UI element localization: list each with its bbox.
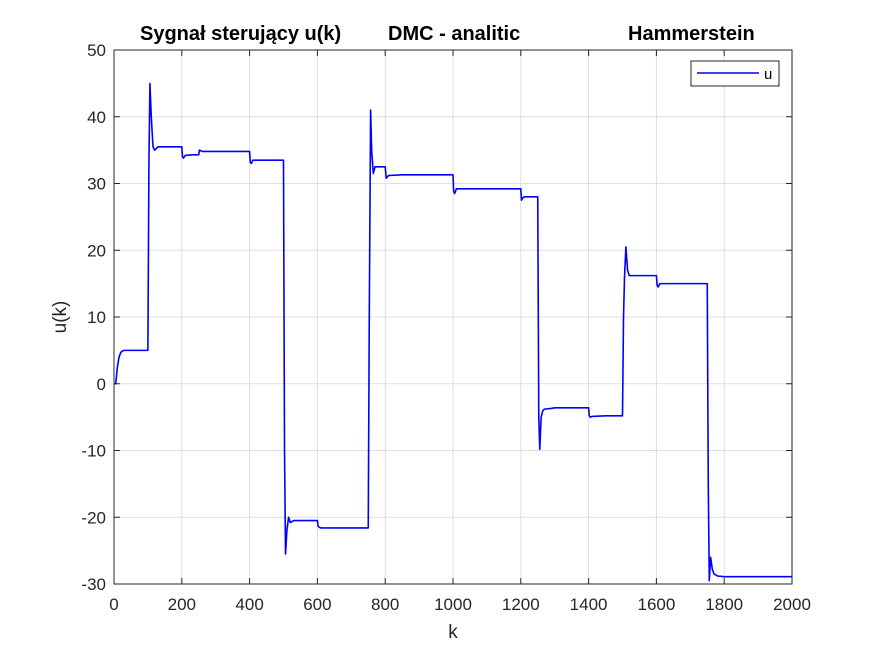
y-tick-label: 10 bbox=[87, 308, 106, 327]
x-tick-label: 1000 bbox=[434, 595, 472, 614]
y-tick-label: -20 bbox=[81, 508, 106, 527]
x-tick-label: 1600 bbox=[637, 595, 675, 614]
y-tick-label: 20 bbox=[87, 241, 106, 260]
x-tick-label: 1200 bbox=[502, 595, 540, 614]
chart-title-signal: Sygnał sterujący u(k) bbox=[140, 23, 341, 45]
series-line-u bbox=[114, 82, 792, 582]
y-axis-label: u(k) bbox=[50, 301, 71, 334]
plot-box bbox=[113, 49, 793, 585]
y-tick-label: -30 bbox=[81, 575, 106, 594]
y-tick-label: 50 bbox=[87, 41, 106, 60]
y-tick-label: -10 bbox=[81, 442, 106, 461]
x-tick-label: 600 bbox=[303, 595, 331, 614]
tick-labels: 0 200 400 600 800 1000 1200 1400 1600 1800 2000-30… bbox=[81, 41, 810, 614]
legend-label-u: u bbox=[764, 66, 772, 83]
chart-title-method: DMC - analitic bbox=[388, 23, 520, 45]
x-tick-label: 2000 bbox=[773, 595, 811, 614]
y-tick-label: 0 bbox=[97, 375, 106, 394]
x-tick-label: 0 bbox=[109, 595, 118, 614]
x-tick-label: 400 bbox=[235, 595, 263, 614]
chart-title-model: Hammerstein bbox=[628, 23, 755, 45]
legend: u bbox=[690, 60, 780, 87]
series-layer bbox=[114, 82, 792, 582]
x-tick-label: 800 bbox=[371, 595, 399, 614]
x-tick-label: 1800 bbox=[705, 595, 743, 614]
x-tick-label: 200 bbox=[168, 595, 196, 614]
x-tick-label: 1400 bbox=[570, 595, 608, 614]
y-tick-label: 30 bbox=[87, 175, 106, 194]
x-axis-label: k bbox=[448, 622, 458, 643]
y-tick-label: 40 bbox=[87, 108, 106, 127]
